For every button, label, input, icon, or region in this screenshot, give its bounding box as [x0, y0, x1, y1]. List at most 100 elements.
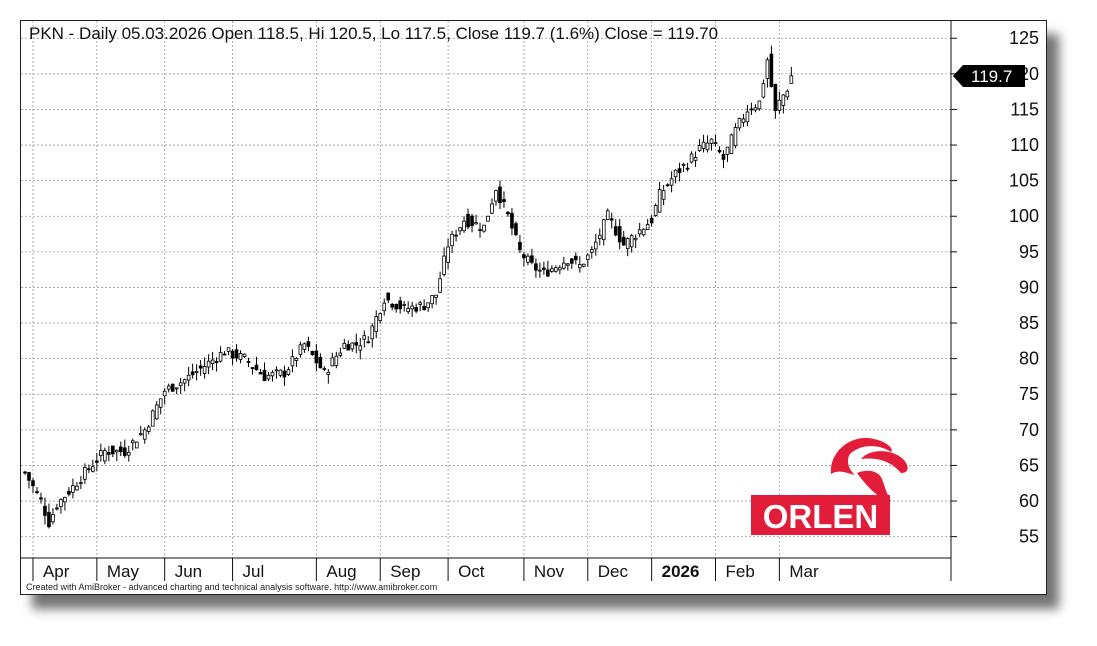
candle: [162, 388, 167, 405]
candle-body: [494, 190, 498, 202]
candle: [478, 222, 482, 238]
x-axis: Apr May Jun Jul Aug Sep Oct Nov Dec 2026 Feb Mar: [21, 557, 951, 581]
candle: [601, 218, 606, 246]
candle: [446, 238, 450, 270]
candle-body: [298, 344, 303, 355]
candle: [115, 449, 119, 462]
chart-title: PKN - Daily 05.03.2026 Open 118.5, Hi 12…: [29, 24, 718, 43]
candle-body: [107, 452, 111, 455]
candle-body: [306, 341, 311, 347]
candle-body: [414, 307, 418, 312]
candle: [318, 353, 323, 369]
candle-body: [681, 163, 686, 166]
candle: [354, 333, 359, 354]
candle-body: [234, 349, 239, 359]
candle-body: [589, 249, 594, 253]
candle-body: [574, 255, 578, 261]
candle: [146, 424, 151, 435]
candle-body: [566, 263, 570, 266]
candle-body: [789, 75, 794, 84]
candle: [773, 83, 778, 119]
candle-body: [661, 190, 666, 200]
candle: [709, 138, 714, 151]
candle-body: [498, 186, 502, 204]
candle: [657, 181, 662, 213]
candle: [154, 401, 159, 420]
candle: [574, 252, 578, 265]
candle: [206, 354, 211, 375]
candle-body: [246, 361, 251, 363]
candle: [769, 45, 774, 88]
candle: [142, 427, 147, 444]
candle: [558, 265, 562, 275]
candle-body: [621, 236, 626, 246]
x-tick-label: Mar: [789, 562, 819, 581]
candle: [677, 162, 682, 182]
candle-body: [158, 398, 163, 408]
candle: [298, 341, 303, 358]
x-tick-label: Aug: [326, 562, 356, 581]
candle: [174, 387, 179, 395]
candle-body: [470, 215, 474, 227]
candle: [494, 189, 498, 206]
candle-body: [777, 99, 782, 111]
candle-body: [645, 224, 650, 230]
candle-body: [717, 149, 722, 153]
candle: [789, 66, 794, 84]
candle: [75, 482, 79, 491]
candle: [290, 349, 295, 373]
candle-body: [450, 233, 454, 247]
candle-body: [402, 303, 406, 306]
candle-body: [785, 90, 790, 98]
candle: [454, 229, 458, 242]
candle-body: [474, 222, 478, 225]
candle: [234, 344, 239, 362]
candle: [122, 439, 127, 458]
candle-body: [362, 335, 367, 340]
candle-body: [737, 118, 742, 129]
candle-body: [446, 246, 450, 264]
candle: [641, 228, 646, 237]
candle: [593, 233, 598, 256]
candle-body: [721, 153, 726, 160]
candle-body: [410, 305, 414, 310]
candle: [578, 256, 582, 273]
candle-body: [769, 53, 774, 87]
candle-body: [194, 371, 199, 373]
last-price-marker-shape: [953, 64, 1025, 87]
candle-body: [174, 387, 179, 390]
candle-body: [617, 226, 622, 243]
candle-body: [182, 379, 187, 384]
candle: [538, 262, 542, 278]
candle: [126, 445, 131, 462]
y-tick-label: 110: [1010, 135, 1039, 155]
candle: [725, 146, 730, 163]
candle: [765, 57, 770, 88]
candle: [530, 248, 534, 265]
candle-body: [91, 466, 95, 472]
candle: [51, 508, 55, 525]
candle: [178, 377, 183, 395]
footer-credit: Created with AmiBroker - advanced charti…: [26, 582, 437, 592]
x-tick-label: Feb: [726, 562, 755, 581]
candle: [430, 295, 434, 309]
candle: [434, 294, 438, 305]
candle: [374, 310, 379, 339]
candle-body: [554, 267, 558, 272]
candle: [597, 228, 602, 246]
candle-body: [693, 157, 698, 161]
candle: [306, 336, 311, 352]
last-price-label: 119.7: [971, 67, 1012, 86]
candle: [314, 344, 319, 372]
candle-body: [733, 127, 738, 147]
candle-body: [701, 141, 706, 149]
candle: [194, 364, 199, 381]
candle-body: [605, 210, 610, 221]
candle: [482, 224, 486, 233]
candle-body: [705, 142, 710, 151]
candle-body: [366, 341, 371, 344]
candle-body: [394, 303, 398, 310]
candle: [466, 208, 470, 230]
candle: [418, 300, 422, 312]
candle-body: [310, 351, 315, 355]
